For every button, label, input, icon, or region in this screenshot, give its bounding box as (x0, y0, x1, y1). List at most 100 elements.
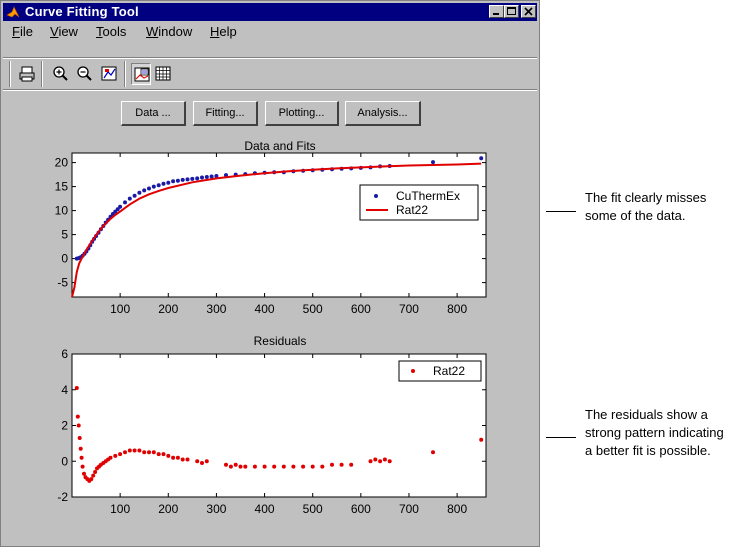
fit-data-point (185, 177, 190, 182)
fit-data-point (479, 156, 484, 161)
resid-data-point (74, 386, 79, 390)
resid-data-point (142, 450, 147, 455)
resid-data-point (108, 455, 113, 460)
fit-legend-box (359, 184, 479, 221)
resid-data-point (262, 464, 267, 469)
fit-data-point (118, 204, 123, 209)
fit-data-point (180, 177, 185, 182)
fit-xtick-label: 600 (351, 302, 371, 316)
fit-data-point (142, 188, 147, 193)
close-button[interactable] (521, 5, 536, 18)
fit-data-point (156, 183, 161, 188)
toolbar-separator (41, 61, 43, 87)
resid-xtick-label: 500 (303, 502, 323, 516)
resid-data-point (238, 464, 243, 469)
menu-window[interactable]: Window (146, 24, 193, 39)
zoom-in-button[interactable] (51, 63, 71, 85)
resid-data-point (151, 450, 156, 455)
fit-xtick-label: 300 (206, 302, 226, 316)
zoom-out-icon (77, 66, 92, 81)
resid-data-point (89, 477, 94, 482)
fit-data-point (161, 181, 166, 186)
minimize-button[interactable] (489, 5, 504, 18)
menu-help[interactable]: Help (210, 24, 237, 39)
resid-data-point (123, 450, 127, 455)
resid-data-point (330, 462, 334, 467)
resid-ytick-label: 2 (61, 419, 68, 433)
fit-ytick-label: 15 (55, 180, 69, 194)
resid-data-point (80, 464, 85, 469)
resid-data-point (185, 457, 190, 462)
resid-data-point (233, 462, 238, 467)
resid-data-point (349, 462, 354, 467)
fit-data-point (190, 176, 195, 181)
fit-xtick-label: 100 (110, 302, 130, 316)
fit-ytick-label: 5 (61, 228, 68, 242)
fit-data-point (175, 178, 180, 183)
annotation-leader-bottom (546, 437, 576, 438)
resid-data-point (224, 462, 228, 467)
annotation-bottom-line-2: strong pattern indicating (585, 425, 724, 440)
resid-data-point (368, 459, 373, 464)
legend-toggle-icon (134, 67, 150, 82)
fit-ytick-label: 20 (55, 156, 69, 170)
fit-data-point (123, 200, 127, 205)
title-bar[interactable]: Curve Fitting Tool (3, 3, 537, 21)
legend-toggle-button[interactable] (131, 63, 151, 85)
fit-data-point (151, 184, 156, 189)
resid-ytick-label: 0 (61, 454, 68, 468)
resid-data-point (479, 437, 484, 442)
fit-data-point (200, 175, 204, 180)
resid-data-point (291, 464, 296, 469)
resid-data-point (339, 462, 344, 467)
fit-xtick-label: 500 (303, 302, 323, 316)
menu-file[interactable]: File (12, 24, 33, 39)
maximize-button[interactable] (504, 5, 519, 18)
resid-data-point (373, 457, 378, 462)
fitting-button[interactable]: Fitting... (193, 101, 258, 126)
resid-data-point (301, 464, 306, 469)
fit-fit-line (71, 162, 482, 298)
resid-data-point (127, 448, 132, 453)
fit-data-point (224, 173, 228, 178)
resid-data-point (77, 436, 82, 440)
menu-view[interactable]: View (50, 24, 78, 39)
plotting-button[interactable]: Plotting... (265, 101, 339, 126)
resid-data-point (156, 452, 161, 457)
fit-xtick-label: 700 (399, 302, 419, 316)
data-button[interactable]: Data ... (121, 101, 186, 126)
fit-data-point (127, 196, 132, 201)
resid-data-point (147, 450, 151, 455)
fit-legend-label-data: CuThermEx (396, 189, 460, 203)
minimize-icon (493, 13, 499, 15)
resid-ytick-label: 6 (61, 347, 68, 361)
menu-separator (3, 57, 537, 59)
resid-data-point (310, 464, 315, 469)
resid-xtick-label: 100 (110, 502, 130, 516)
resid-data-point (91, 473, 96, 478)
fit-axes (71, 152, 487, 298)
resid-data-point (180, 457, 185, 462)
fit-legend-label-fit: Rat22 (396, 203, 428, 217)
resid-data-point (387, 459, 392, 464)
resid-data-point (76, 423, 81, 428)
resid-data-point (161, 452, 166, 457)
annotation-bottom: The residuals show a strong pattern indi… (585, 406, 724, 460)
data-fits-title: Data and Fits (244, 139, 316, 153)
resid-data-point (195, 459, 200, 464)
print-button[interactable] (17, 63, 37, 85)
fit-data-point (166, 180, 171, 185)
resid-data-point (228, 464, 233, 469)
menu-tools[interactable]: Tools (96, 24, 127, 39)
fit-data-point (209, 174, 214, 179)
fit-data-point (132, 193, 137, 198)
axis-limits-button[interactable] (99, 63, 119, 85)
residuals-title: Residuals (253, 334, 307, 348)
zoom-out-button[interactable] (75, 63, 95, 85)
grid-toggle-icon (155, 66, 171, 81)
grid-toggle-button[interactable] (153, 63, 173, 85)
resid-xtick-label: 300 (206, 502, 226, 516)
resid-data-point (431, 450, 435, 455)
analysis-button[interactable]: Analysis... (345, 101, 421, 126)
